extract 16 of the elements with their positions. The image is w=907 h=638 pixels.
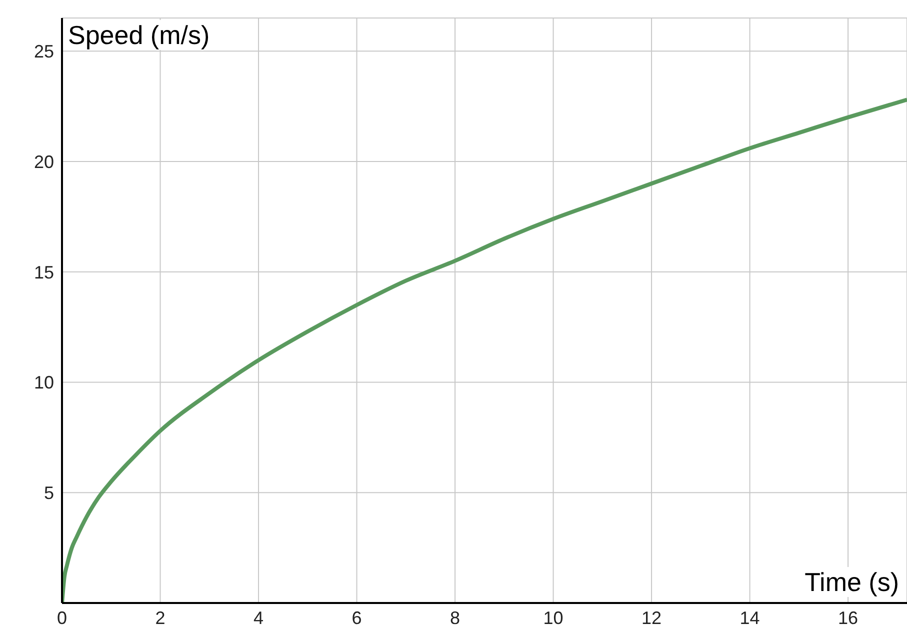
y-tick-label: 25: [34, 42, 54, 62]
x-tick-label: 8: [450, 608, 460, 628]
y-tick-label: 5: [44, 483, 54, 504]
x-tick-label: 6: [352, 608, 362, 628]
y-tick-label: 10: [34, 372, 54, 393]
y-axis-title: Speed (m/s): [68, 20, 210, 50]
x-tick-label: 0: [56, 608, 68, 628]
x-tick-label: 16: [838, 608, 858, 628]
y-tick-label: 20: [34, 152, 54, 172]
x-tick-label: 12: [642, 608, 662, 628]
y-tick-label: 15: [34, 262, 54, 282]
x-tick-label: 4: [254, 608, 264, 628]
x-tick-label: 14: [740, 608, 760, 628]
x-tick-label: 10: [543, 608, 564, 628]
x-tick-label: 2: [155, 608, 166, 628]
x-axis-title: Time (s): [804, 567, 899, 597]
